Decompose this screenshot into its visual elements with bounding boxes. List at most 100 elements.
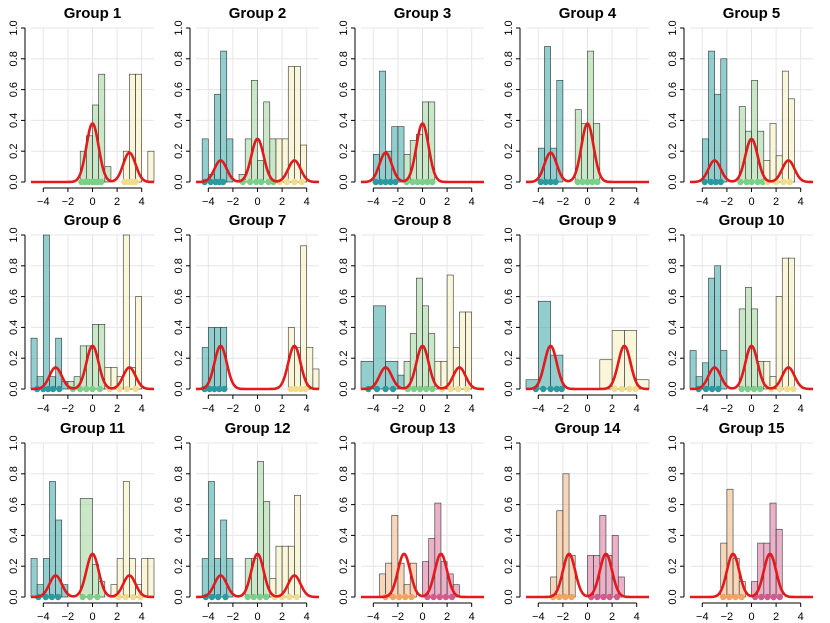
density-curve: [525, 344, 650, 391]
histogram-bar: [434, 502, 442, 598]
data-point: [552, 178, 559, 186]
x-tick-label: 4: [798, 403, 804, 415]
density-curve: [196, 137, 319, 184]
data-point: [594, 593, 601, 601]
y-tick-label: 0.2: [8, 144, 20, 159]
x-tick-label: 2: [114, 611, 120, 623]
y-tick-label: 0.0: [173, 174, 185, 189]
histogram-bar: [751, 80, 758, 183]
data-point: [257, 178, 265, 186]
y-tick-label: 0.6: [503, 82, 515, 97]
data-point: [45, 385, 52, 393]
data-point: [738, 385, 745, 393]
x-tick-label: 4: [634, 611, 640, 623]
x-tick-label: −4: [696, 196, 709, 208]
data-point: [780, 178, 787, 186]
panel-title: Group 12: [225, 420, 291, 437]
histogram-bar: [726, 488, 734, 598]
y-tick-label: 0.0: [503, 589, 515, 604]
data-point: [754, 178, 761, 186]
data-point: [584, 178, 591, 186]
density-curve: [361, 552, 484, 599]
data-point: [770, 593, 777, 601]
data-point: [429, 178, 436, 186]
x-tick-label: 4: [469, 196, 475, 208]
x-tick-label: −2: [392, 403, 405, 415]
y-tick-label: 0.0: [8, 381, 20, 396]
data-point: [416, 385, 424, 393]
y-tick-label: 0.4: [667, 528, 679, 543]
y-tick-label: 0.0: [503, 381, 515, 396]
x-tick-label: 2: [609, 403, 615, 415]
data-point: [783, 385, 791, 393]
y-tick-label: 0.6: [667, 289, 679, 304]
panel-group-1: Group 1 0.0 0.2 0.4 0.6 0.8 1.0 −4 −2 0 2 4: [8, 5, 155, 208]
data-point: [97, 178, 105, 186]
y-tick-label: 0.4: [173, 528, 185, 543]
histogram-bar: [201, 138, 209, 183]
data-point: [776, 385, 783, 393]
histogram-bar: [226, 138, 234, 183]
y-tick-label: 0.4: [8, 320, 20, 335]
x-tick-label: 2: [609, 196, 615, 208]
density-curve: [525, 121, 649, 184]
y-tick-label: 0.4: [503, 528, 515, 543]
y-tick-label: 0.4: [338, 113, 350, 128]
y-tick-label: 0.6: [8, 289, 20, 304]
panel-title: Group 15: [719, 420, 785, 437]
data-point: [410, 385, 418, 393]
y-tick-label: 1.0: [667, 435, 679, 450]
density-curve: [526, 552, 649, 599]
data-point: [372, 178, 379, 186]
data-point: [283, 178, 291, 186]
y-tick-label: 0.8: [173, 51, 185, 66]
histogram-bar: [122, 234, 130, 390]
y-tick-label: 0.8: [8, 466, 20, 481]
density-curve: [361, 344, 484, 391]
panel-group-3: Group 3 0.0 0.2 0.4 0.6 0.8 1.0 −4 −2 0 2 4: [338, 5, 484, 208]
data-point: [424, 178, 431, 186]
x-tick-label: 0: [419, 403, 425, 415]
histogram-bar: [769, 502, 777, 598]
y-tick-label: 1.0: [8, 227, 20, 242]
y-tick-label: 1.0: [338, 20, 350, 35]
data-point: [790, 385, 797, 393]
x-tick-label: 0: [89, 611, 95, 623]
histogram-bar: [220, 519, 228, 598]
y-tick-label: 0.8: [338, 466, 350, 481]
data-point: [547, 178, 554, 186]
x-tick-label: −2: [721, 403, 734, 415]
y-tick-label: 0.8: [503, 51, 515, 66]
data-point: [302, 385, 309, 393]
histogram-bar: [257, 160, 264, 183]
panel-group-2: Group 2 0.0 0.2 0.4 0.6 0.8 1.0 −4 −2 0 2 4: [173, 5, 319, 208]
x-tick-label: 0: [419, 611, 425, 623]
x-tick-label: −4: [367, 403, 380, 415]
x-tick-label: −2: [227, 403, 240, 415]
data-point: [297, 385, 304, 393]
data-point: [262, 593, 270, 601]
data-point: [291, 178, 298, 186]
y-tick-label: 0.0: [173, 589, 185, 604]
y-tick-label: 0.0: [173, 381, 185, 396]
y-tick-label: 0.0: [338, 589, 350, 604]
x-tick-label: 4: [469, 611, 475, 623]
x-tick-label: −2: [62, 196, 75, 208]
y-tick-label: 1.0: [338, 435, 350, 450]
panel-title: Group 6: [64, 212, 122, 229]
data-point: [537, 178, 544, 186]
data-point: [447, 385, 454, 393]
data-point: [436, 593, 443, 601]
y-tick-label: 0.2: [8, 351, 20, 366]
panel-group-11: Group 11 0.0 0.2 0.4 0.6 0.8 1.0 −4 −2 0 2 4: [8, 420, 155, 623]
y-tick-label: 0.2: [667, 351, 679, 366]
panel-title: Group 5: [723, 5, 781, 22]
histogram-bar: [79, 498, 93, 598]
data-point: [214, 593, 222, 601]
data-point: [56, 385, 63, 393]
data-point: [442, 593, 450, 601]
panel-title: Group 3: [394, 5, 452, 22]
x-tick-label: 4: [634, 196, 640, 208]
x-tick-label: −4: [367, 611, 380, 623]
